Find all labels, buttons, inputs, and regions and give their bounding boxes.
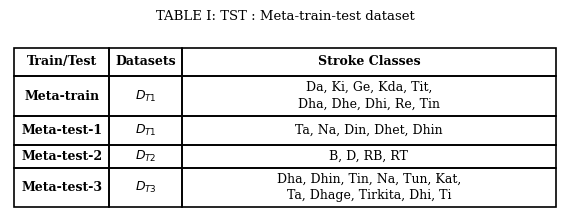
Bar [182, 116, 556, 145]
Text: Meta-test-3: Meta-test-3 [21, 181, 102, 194]
Text: TABLE I: TST : Meta-train-test dataset: TABLE I: TST : Meta-train-test dataset [156, 10, 414, 23]
Bar [109, 116, 182, 145]
Bar [109, 48, 182, 76]
Bar [109, 76, 182, 116]
Bar [109, 145, 182, 168]
Bar [109, 168, 182, 207]
Text: Stroke Classes: Stroke Classes [317, 55, 420, 68]
Bar [182, 145, 556, 168]
Bar [182, 168, 556, 207]
Text: $D_{T2}$: $D_{T2}$ [135, 149, 156, 164]
Text: Da, Ki, Ge, Kda, Tit,
Dha, Dhe, Dhi, Re, Tin: Da, Ki, Ge, Kda, Tit, Dha, Dhe, Dhi, Re,… [298, 81, 440, 111]
Text: $D_{T1}$: $D_{T1}$ [135, 123, 156, 138]
Text: B, D, RB, RT: B, D, RB, RT [329, 150, 408, 163]
Text: Train/Test: Train/Test [27, 55, 97, 68]
Text: $D_{T3}$: $D_{T3}$ [135, 180, 157, 195]
Bar [14, 48, 109, 76]
Bar [14, 76, 109, 116]
Text: Dha, Dhin, Tin, Na, Tun, Kat,
Ta, Dhage, Tirkita, Dhi, Ti: Dha, Dhin, Tin, Na, Tun, Kat, Ta, Dhage,… [277, 173, 461, 202]
Bar [14, 145, 109, 168]
Text: Meta-test-1: Meta-test-1 [21, 124, 102, 137]
Bar [14, 168, 109, 207]
Text: $D_{T1}$: $D_{T1}$ [135, 89, 156, 104]
Text: Meta-test-2: Meta-test-2 [21, 150, 102, 163]
Bar [182, 48, 556, 76]
Bar [182, 76, 556, 116]
Text: Ta, Na, Din, Dhet, Dhin: Ta, Na, Din, Dhet, Dhin [295, 124, 443, 137]
Text: Meta-train: Meta-train [24, 89, 99, 103]
Bar [14, 116, 109, 145]
Text: Datasets: Datasets [115, 55, 176, 68]
